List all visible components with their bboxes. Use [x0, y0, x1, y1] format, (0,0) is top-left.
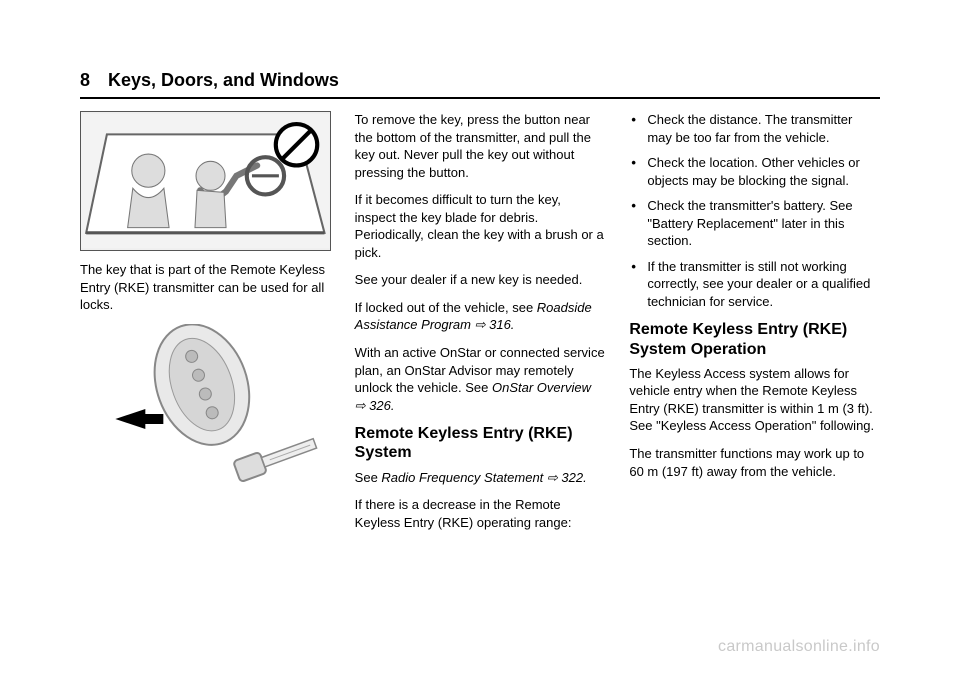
page-header: 8 Keys, Doors, and Windows: [80, 70, 880, 99]
section-heading: Remote Keyless Entry (RKE) System: [355, 424, 606, 462]
body-text: With an active OnStar or connected servi…: [355, 344, 606, 414]
keyfob-illustration: [80, 324, 331, 499]
body-text: See Radio Frequency Statement ⇨ 322.: [355, 469, 606, 487]
content-columns: The key that is part of the Remote Keyle…: [80, 111, 880, 541]
watermark-text: carmanualsonline.info: [718, 638, 880, 656]
bullet-list: Check the distance. The transmitter may …: [629, 111, 880, 310]
cross-ref: Radio Frequency Statement ⇨ 322.: [381, 470, 586, 485]
column-3: Check the distance. The transmitter may …: [629, 111, 880, 541]
body-text: If locked out of the vehicle, see Roadsi…: [355, 299, 606, 334]
body-text: If it becomes difficult to turn the key,…: [355, 191, 606, 261]
column-2: To remove the key, press the button near…: [355, 111, 606, 541]
body-text: If there is a decrease in the Remote Key…: [355, 496, 606, 531]
list-item: If the transmitter is still not working …: [629, 258, 880, 311]
warning-illustration: [80, 111, 331, 251]
text-run: If locked out of the vehicle, see: [355, 300, 537, 315]
section-heading: Remote Keyless Entry (RKE) System Operat…: [629, 320, 880, 358]
column-1: The key that is part of the Remote Keyle…: [80, 111, 331, 541]
body-text: To remove the key, press the button near…: [355, 111, 606, 181]
list-item: Check the transmitter's battery. See "Ba…: [629, 197, 880, 250]
page-number: 8: [80, 70, 90, 91]
body-text: The transmitter functions may work up to…: [629, 445, 880, 480]
chapter-title: Keys, Doors, and Windows: [108, 70, 339, 91]
list-item: Check the distance. The transmitter may …: [629, 111, 880, 146]
text-run: See: [355, 470, 382, 485]
body-text: The Keyless Access system allows for veh…: [629, 365, 880, 435]
body-text: See your dealer if a new key is needed.: [355, 271, 606, 289]
list-item: Check the location. Other vehicles or ob…: [629, 154, 880, 189]
body-text: The key that is part of the Remote Keyle…: [80, 261, 331, 314]
manual-page: 8 Keys, Doors, and Windows: [0, 0, 960, 678]
